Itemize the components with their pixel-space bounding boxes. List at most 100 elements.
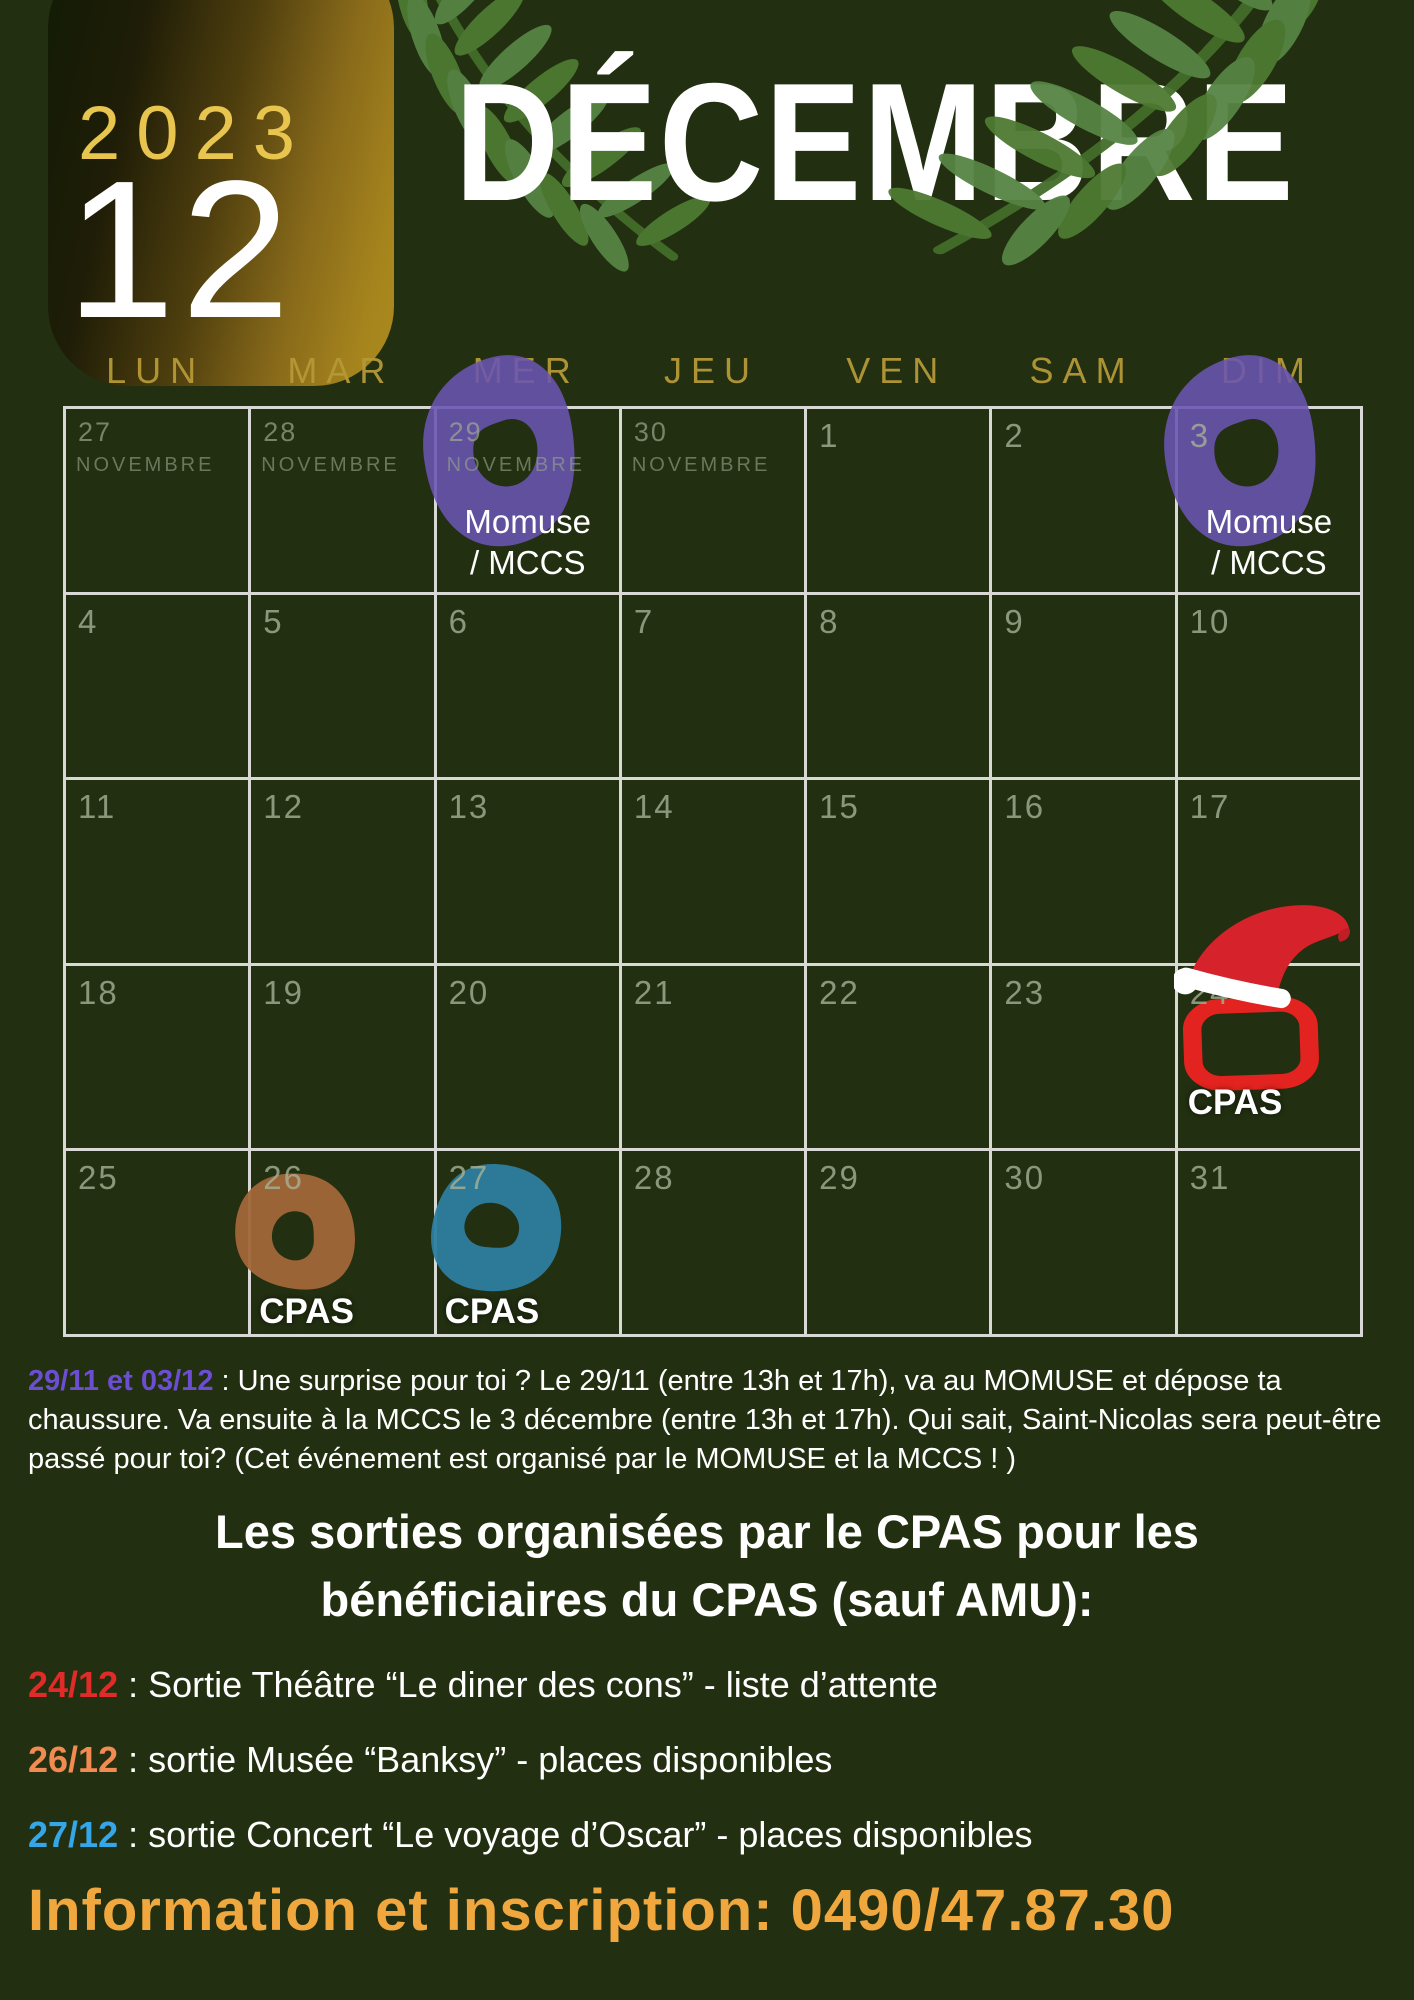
event-label: CPAS bbox=[444, 1292, 540, 1332]
calendar-cell: 30 bbox=[992, 1151, 1178, 1337]
page-title: DÉCEMBRE bbox=[454, 48, 1296, 236]
day-number: 18 bbox=[78, 973, 119, 1011]
day-number: 12 bbox=[263, 788, 304, 826]
outing-text: : Sortie Théâtre “Le diner des cons” - l… bbox=[118, 1664, 938, 1705]
day-number: 17 bbox=[1189, 788, 1231, 826]
calendar-cell: 6 bbox=[436, 594, 622, 781]
calendar-cell: 18 bbox=[66, 965, 252, 1152]
day-number: 8 bbox=[819, 602, 840, 640]
calendar-cell: 13 bbox=[436, 780, 622, 966]
day-number: 10 bbox=[1189, 602, 1231, 640]
day-month-label: NOVEMBRE bbox=[261, 454, 400, 476]
surprise-note-dates: 29/11 et 03/12 bbox=[28, 1365, 214, 1397]
outing-item: 24/12 : Sortie Théâtre “Le diner des con… bbox=[28, 1662, 1388, 1709]
day-number: 27 bbox=[78, 417, 113, 447]
day-number: 31 bbox=[1189, 1159, 1231, 1197]
day-number: 23 bbox=[1004, 973, 1046, 1011]
day-number: 28 bbox=[633, 1159, 675, 1197]
event-label: CPAS bbox=[259, 1292, 354, 1332]
calendar-cell: 19 bbox=[251, 965, 437, 1152]
scribble-ring-icon bbox=[418, 1150, 576, 1309]
calendar-cell: 10 bbox=[1177, 594, 1363, 781]
calendar-cell: 22 bbox=[807, 965, 993, 1152]
sorties-heading: Les sorties organisées par le CPAS pour … bbox=[215, 1505, 1199, 1627]
calendar-cell: 29 bbox=[807, 1151, 993, 1337]
calendar-cell: 27 NOVEMBRE bbox=[66, 409, 252, 595]
weekday-label: MER bbox=[472, 350, 580, 391]
calendar-cell: 25 bbox=[66, 1151, 252, 1337]
day-number: 29 bbox=[819, 1159, 860, 1197]
day-number: 5 bbox=[263, 602, 284, 640]
calendar-cell: 11 bbox=[66, 780, 252, 966]
day-number: 30 bbox=[633, 417, 668, 447]
day-number: 9 bbox=[1004, 602, 1025, 640]
weekday-label: VEN bbox=[846, 350, 948, 391]
calendar-cell: 27 CPAS bbox=[418, 1150, 622, 1337]
surprise-note: 29/11 et 03/12 : Une surprise pour toi ?… bbox=[28, 1362, 1396, 1479]
event-label: Momuse / MCCS bbox=[464, 503, 591, 582]
calendar-cell: 2 bbox=[992, 409, 1178, 595]
outings-list: 24/12 : Sortie Théâtre “Le diner des con… bbox=[28, 1662, 1388, 1886]
calendar-cell: 9 bbox=[992, 594, 1178, 781]
day-number: 14 bbox=[633, 788, 675, 826]
day-number: 2 bbox=[1004, 417, 1025, 454]
calendar-grid: 27 NOVEMBRE 28 NOVEMBRE 29 NOVEMBRE Momu… bbox=[63, 348, 1363, 1337]
calendar-cell: 14 bbox=[621, 780, 808, 966]
calendar-cell: 16 bbox=[992, 780, 1178, 966]
weekday-label: LUN bbox=[106, 350, 206, 391]
weekday-label: DIM bbox=[1220, 350, 1314, 391]
calendar-cell: 7 bbox=[621, 594, 808, 781]
calendar-cell: 26 CPAS bbox=[226, 1151, 437, 1337]
outing-date: 27/12 bbox=[28, 1813, 119, 1855]
day-number: 3 bbox=[1189, 417, 1211, 454]
weekday-label: MAR bbox=[287, 350, 395, 391]
calendar-cell: 28 bbox=[621, 1151, 808, 1337]
day-number: 22 bbox=[819, 973, 860, 1011]
day-number: 28 bbox=[263, 417, 298, 447]
day-number: 4 bbox=[78, 602, 99, 640]
contact-info: Information et inscription: 0490/47.87.3… bbox=[28, 1878, 1175, 1943]
calendar-cell: 21 bbox=[621, 965, 808, 1152]
calendar-cell: 17 bbox=[1177, 780, 1363, 966]
day-month-label: NOVEMBRE bbox=[446, 454, 586, 476]
calendar-cell: 5 bbox=[251, 594, 437, 781]
outing-item: 27/12 : sortie Concert “Le voyage d’Osca… bbox=[28, 1812, 1388, 1859]
event-label: Momuse / MCCS bbox=[1205, 503, 1333, 582]
day-number: 26 bbox=[263, 1159, 304, 1197]
calendar-cell: 29 NOVEMBRE Momuse / MCCS bbox=[413, 348, 622, 595]
calendar-cell: 23 bbox=[992, 965, 1178, 1152]
day-number: 6 bbox=[448, 602, 469, 640]
outing-date: 26/12 bbox=[28, 1738, 119, 1780]
day-number: 21 bbox=[633, 973, 675, 1011]
calendar-cell: 31 bbox=[1177, 1151, 1363, 1337]
outing-item: 26/12 : sortie Musée “Banksy” - places d… bbox=[28, 1737, 1388, 1784]
day-number: 29 bbox=[448, 417, 483, 447]
day-number: 11 bbox=[78, 788, 117, 826]
surprise-note-text: : Une surprise pour toi ? Le 29/11 (entr… bbox=[28, 1365, 1382, 1476]
day-number: 20 bbox=[448, 973, 490, 1011]
calendar-cell: 8 bbox=[807, 594, 993, 781]
outing-text: : sortie Musée “Banksy” - places disponi… bbox=[118, 1738, 833, 1780]
outing-date: 24/12 bbox=[28, 1664, 119, 1705]
month-box bbox=[48, 0, 394, 386]
year-label: 2023 bbox=[78, 91, 312, 176]
weekday-label: SAM bbox=[1029, 350, 1135, 391]
outing-text: : sortie Concert “Le voyage d’Oscar” - p… bbox=[118, 1813, 1033, 1855]
event-label: CPAS bbox=[1187, 1082, 1283, 1122]
calendar-cell: 4 bbox=[66, 594, 252, 781]
calendar-cell: 3 Momuse / MCCS bbox=[1154, 348, 1363, 595]
weekday-label: JEU bbox=[663, 350, 759, 391]
day-number: 13 bbox=[448, 788, 490, 826]
day-number: 25 bbox=[78, 1159, 119, 1197]
day-number: 19 bbox=[263, 973, 304, 1011]
calendar-cell: 30 NOVEMBRE bbox=[621, 409, 808, 595]
day-number: 30 bbox=[1004, 1159, 1046, 1197]
calendar-cell: 1 bbox=[807, 409, 993, 595]
day-number: 27 bbox=[448, 1159, 490, 1197]
day-number: 7 bbox=[633, 602, 655, 640]
day-number: 16 bbox=[1004, 788, 1046, 826]
day-month-label: NOVEMBRE bbox=[76, 454, 215, 476]
calendar-cell: 12 bbox=[251, 780, 437, 966]
calendar-cell: 28 NOVEMBRE bbox=[251, 409, 437, 595]
